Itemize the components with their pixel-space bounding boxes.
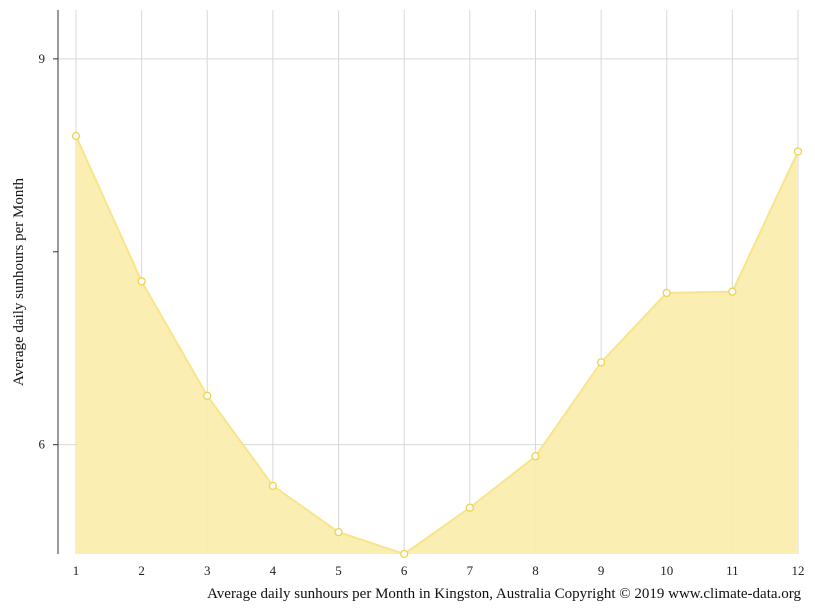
sunhours-area	[76, 136, 798, 554]
x-tick-label-1: 1	[73, 563, 80, 578]
data-point-5	[334, 527, 343, 537]
sunhours-line	[75, 135, 799, 556]
data-point-7	[465, 503, 474, 512]
data-point-2	[137, 277, 146, 286]
x-tick-label-11: 11	[726, 563, 739, 578]
data-point-12	[793, 147, 803, 156]
data-point-4	[268, 481, 278, 490]
axes	[53, 10, 59, 554]
data-markers	[71, 131, 803, 559]
data-point-11	[728, 287, 737, 296]
data-point-6	[400, 549, 409, 559]
x-tick-label-3: 3	[204, 563, 211, 578]
x-tick-label-4: 4	[270, 563, 277, 578]
x-tick-label-8: 8	[532, 563, 539, 578]
y-axis-title: Average daily sunhours per Month	[11, 178, 27, 387]
x-tick-label-7: 7	[467, 563, 474, 578]
data-point-1	[71, 131, 81, 141]
y-tick-labels: 69	[39, 51, 46, 452]
chart-caption: Average daily sunhours per Month in King…	[207, 586, 801, 602]
y-tick-label-6: 6	[39, 437, 46, 452]
x-tick-label-6: 6	[401, 563, 408, 578]
y-tick-label-9: 9	[39, 51, 46, 66]
x-tick-label-9: 9	[598, 563, 605, 578]
data-point-10	[662, 288, 671, 298]
x-tick-labels: 1 2 3 4 5 6 7 8 9 10 11 12	[73, 563, 805, 578]
data-point-8	[531, 452, 540, 461]
x-tick-label-10: 10	[660, 563, 673, 578]
x-tick-label-12: 12	[792, 563, 805, 578]
x-tick-label-5: 5	[335, 563, 342, 578]
x-tick-label-2: 2	[138, 563, 145, 578]
data-point-3	[203, 391, 212, 400]
data-point-9	[596, 358, 606, 367]
